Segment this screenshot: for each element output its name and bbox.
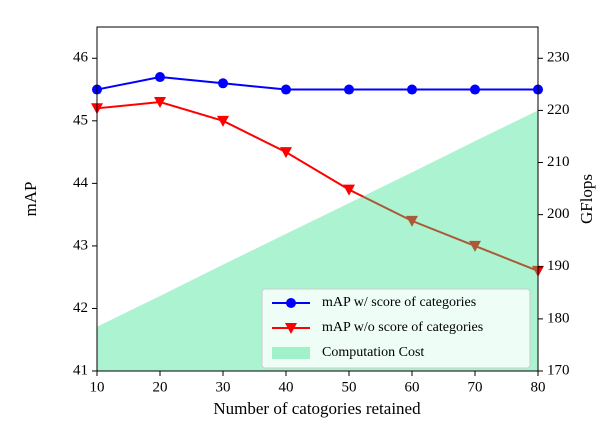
y2-tick-label: 170: [547, 362, 570, 378]
x-axis-label: Number of catogories retained: [213, 399, 421, 418]
y-axis-label: mAP: [21, 182, 40, 217]
line: [96, 76, 538, 91]
line: [96, 101, 539, 272]
y2-tick-label: 210: [547, 154, 570, 170]
point: [344, 84, 354, 95]
legend-box: [261, 288, 531, 369]
x-tick-label: 10: [90, 379, 105, 395]
legend-label: mAP w/ score of categories: [322, 295, 476, 310]
y2-tick-label: 180: [547, 310, 570, 326]
x-tick-label: 40: [279, 379, 294, 395]
point: [217, 115, 229, 127]
legend-label: Computation Cost: [322, 345, 424, 360]
point: [154, 97, 166, 109]
x-tick-label: 80: [531, 379, 546, 395]
x-tick-label: 20: [153, 379, 168, 395]
y2-tick-label: 230: [547, 50, 570, 66]
y-tick-label: 43: [73, 237, 88, 253]
point: [470, 84, 480, 95]
point: [469, 240, 481, 252]
y-tick-label: 42: [73, 300, 88, 316]
y-tick-label: 46: [73, 50, 89, 66]
y2-tick-label: 200: [547, 206, 570, 222]
y2-tick-label: 220: [547, 102, 570, 118]
y-tick-label: 45: [73, 112, 88, 128]
point: [281, 84, 291, 95]
x-tick-label: 70: [468, 379, 483, 395]
legend-marker: [285, 323, 297, 334]
point: [406, 215, 418, 227]
point: [343, 184, 355, 196]
plot-frame: [96, 26, 539, 372]
y2-tick-label: 190: [547, 258, 570, 274]
y-tick-label: 41: [73, 362, 88, 378]
x-tick-label: 60: [405, 379, 420, 395]
legend-swatch: [272, 347, 310, 359]
legend-label: mAP w/o score of categories: [322, 320, 483, 335]
x-tick-label: 50: [342, 379, 357, 395]
point: [407, 84, 417, 95]
point: [155, 72, 165, 83]
point: [218, 78, 228, 89]
x-tick-label: 30: [216, 379, 231, 395]
legend-marker: [286, 298, 296, 308]
point: [280, 147, 292, 159]
y-tick-label: 44: [73, 175, 89, 191]
y2-axis-label: GFlops: [577, 174, 596, 224]
